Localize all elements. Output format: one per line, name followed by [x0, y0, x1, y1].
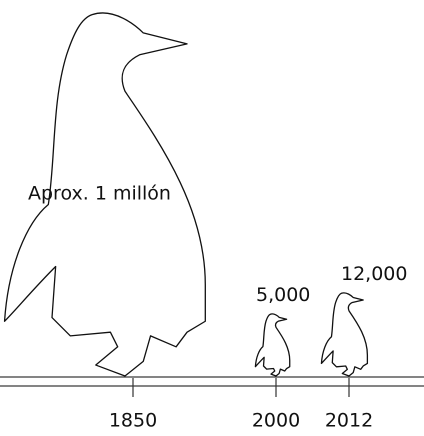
- penguin: [321, 293, 367, 376]
- x-tick-label: 2000: [252, 410, 300, 432]
- timeline: [0, 377, 424, 386]
- x-tick-label: 1850: [109, 410, 157, 432]
- timeline-bar: [0, 377, 424, 386]
- x-tick-label: 2012: [325, 410, 373, 432]
- value-label: Aprox. 1 millón: [28, 183, 171, 205]
- page: {"chart_data": {"type": "pictogram", "ca…: [0, 0, 424, 436]
- value-label: 12,000: [341, 263, 407, 285]
- chart: Aprox. 1 millón 1850 5,000 2000 12,000 2012: [0, 0, 424, 436]
- value-label: 5,000: [256, 284, 310, 306]
- penguin: [255, 314, 289, 376]
